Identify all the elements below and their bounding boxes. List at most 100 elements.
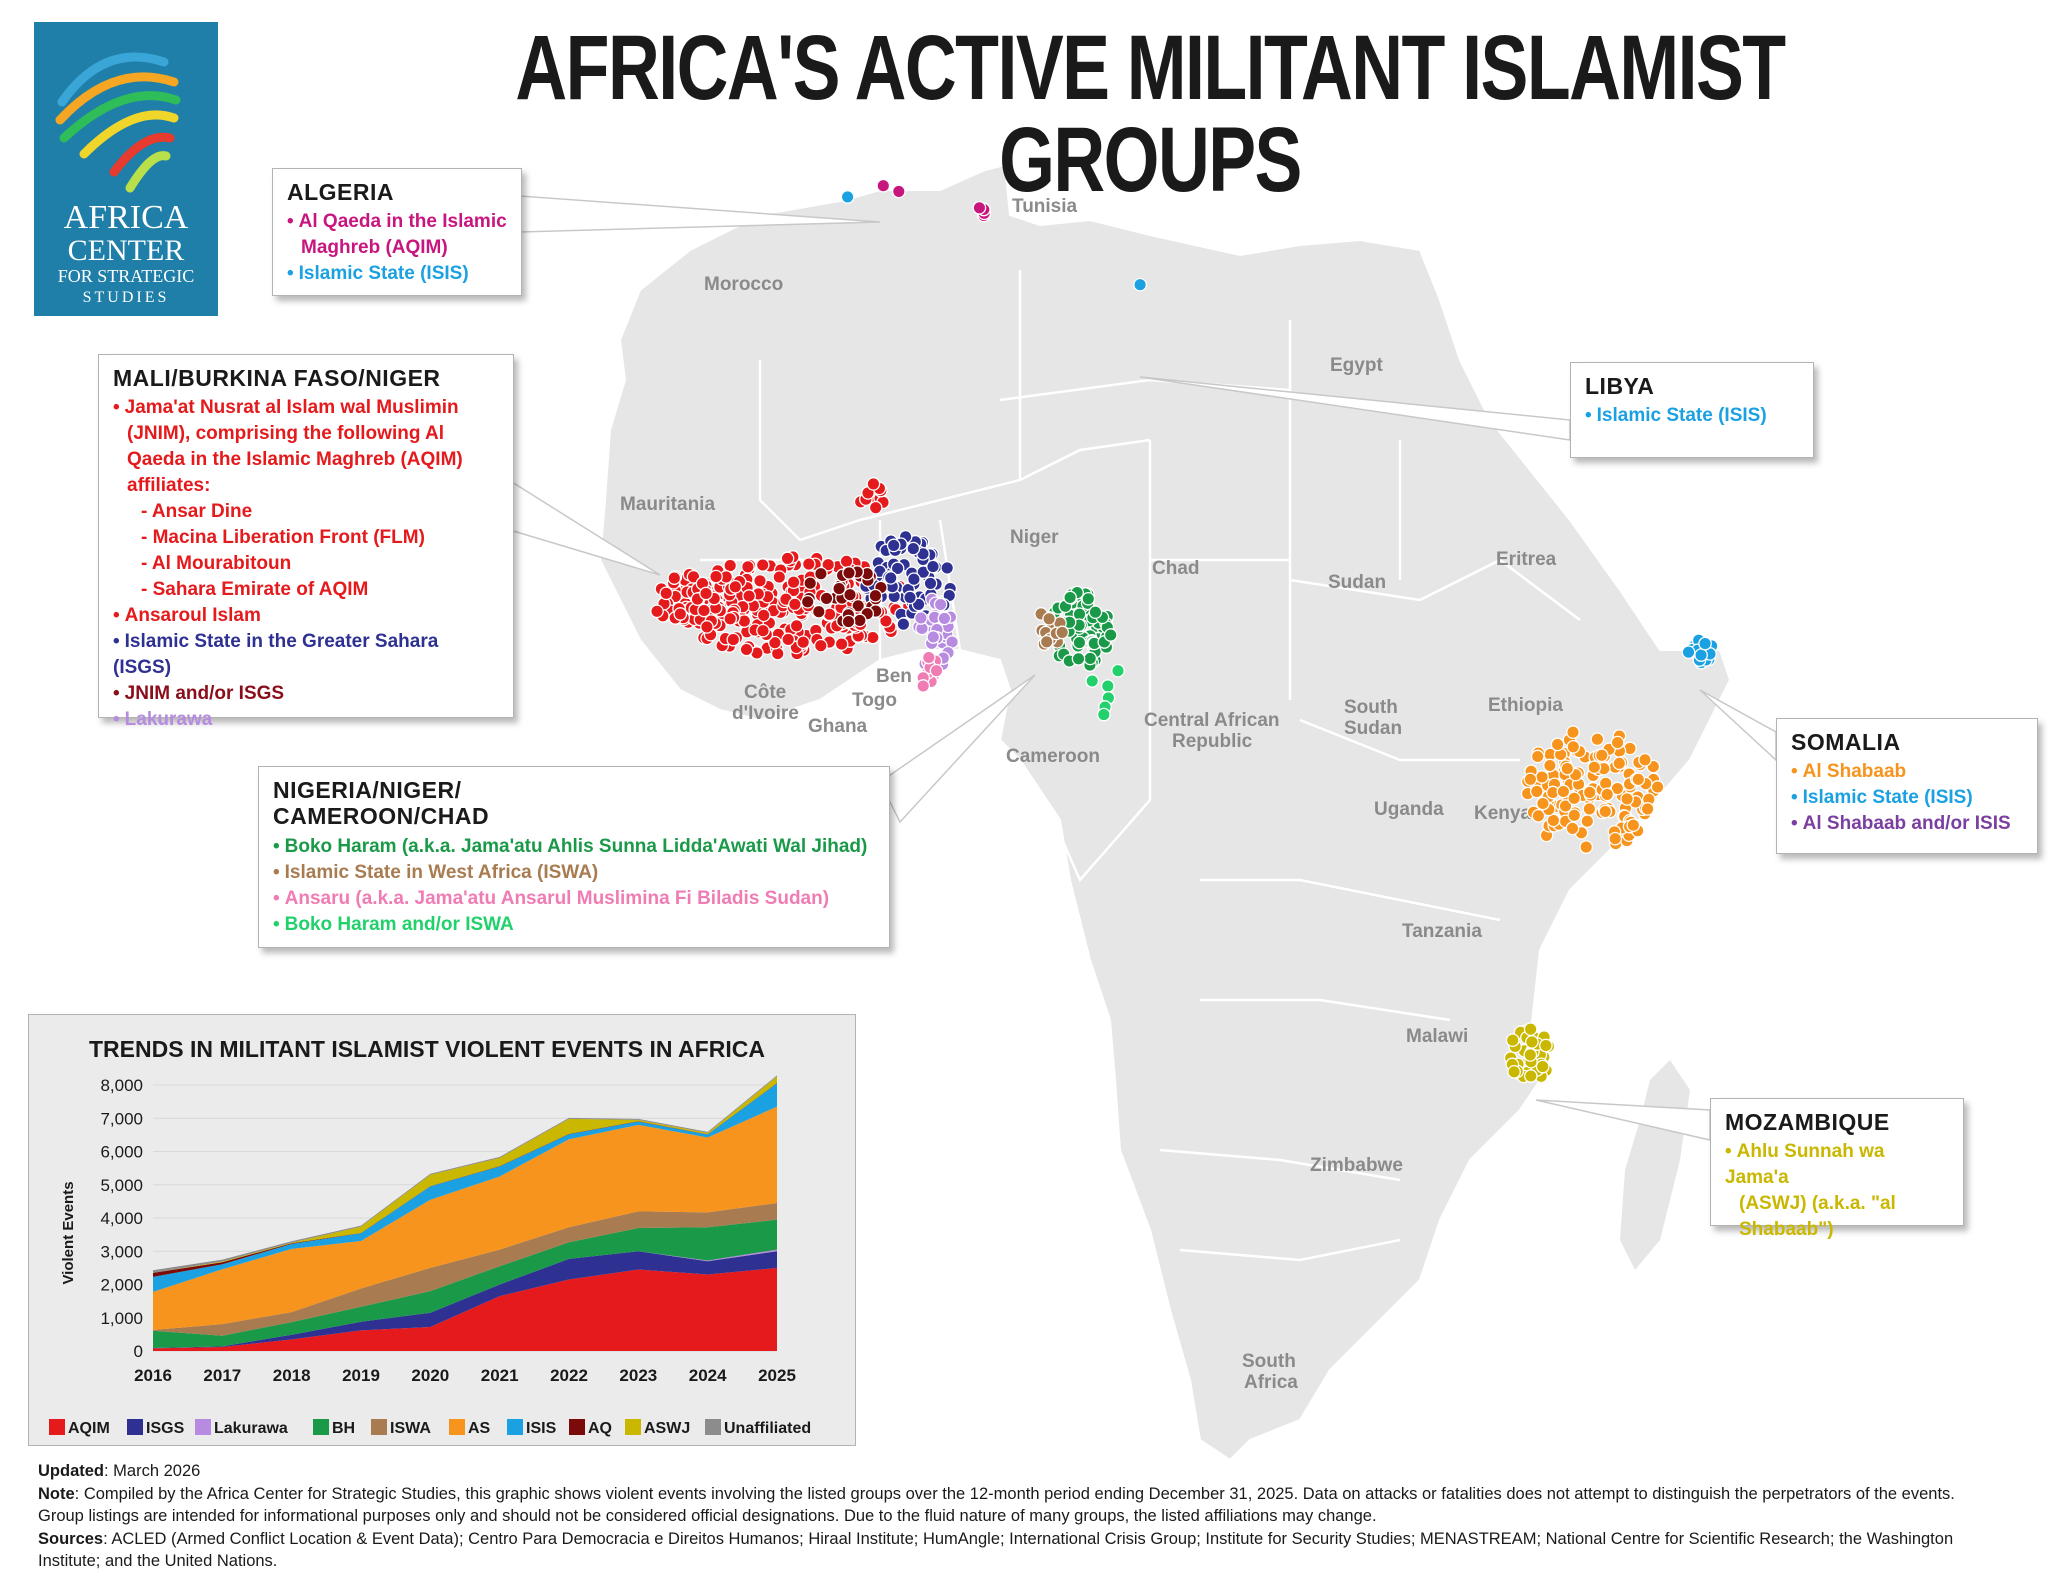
event-dot-aqim bbox=[866, 477, 881, 491]
event-dot-as bbox=[1600, 787, 1615, 802]
logo-text-1: AFRICA bbox=[64, 199, 189, 236]
event-dot-aqim bbox=[699, 586, 713, 601]
label-mauritania: Mauritania bbox=[620, 494, 715, 515]
chart-title: TRENDS IN MILITANT ISLAMIST VIOLENT EVEN… bbox=[89, 1036, 765, 1062]
event-dot-aqim bbox=[755, 558, 770, 572]
chart-x-tick-label: 2021 bbox=[481, 1366, 519, 1385]
chart-x-tick-label: 2023 bbox=[619, 1366, 657, 1385]
event-dot-as bbox=[1543, 758, 1557, 773]
event-dot-as bbox=[1529, 784, 1544, 799]
event-dot-aqim bbox=[772, 570, 787, 584]
event-dot-aq bbox=[843, 587, 857, 602]
callout-nigeria: NIGERIA/NIGER/CAMEROON/CHAD Boko Haram (… bbox=[258, 766, 890, 948]
chart-areas bbox=[153, 1075, 777, 1351]
event-dot-aqim bbox=[741, 559, 755, 574]
event-dot-as bbox=[1608, 831, 1623, 846]
chart-x-tick-label: 2022 bbox=[550, 1366, 588, 1385]
footer-sources-2: Institute; and the United Nations. bbox=[38, 1552, 278, 1570]
page-title: AFRICA'S ACTIVE MILITANT ISLAMIST GROUPS bbox=[515, 17, 1786, 211]
algeria-item-isis: Islamic State (ISIS) bbox=[287, 261, 507, 287]
trends-chart-svg: TRENDS IN MILITANT ISLAMIST VIOLENT EVEN… bbox=[49, 1036, 811, 1437]
label-cote: Côte bbox=[744, 682, 786, 703]
event-dot-isgs bbox=[896, 617, 911, 632]
mozambique-item-aswj-3: Shabaab") bbox=[1739, 1219, 1834, 1241]
event-dot-aswj bbox=[1535, 1059, 1550, 1074]
footer-sources: Sources: ACLED (Armed Conflict Location … bbox=[38, 1528, 2038, 1551]
legend-swatch-aq bbox=[569, 1419, 585, 1435]
event-dot-aqim bbox=[753, 573, 767, 588]
chart-legend: AQIM ISGS Lakurawa BH ISWA AS ISIS AQ ASWJ Unaffi… bbox=[49, 1419, 811, 1437]
event-dot-aqim bbox=[667, 571, 682, 585]
event-dot-as bbox=[1531, 808, 1546, 823]
chart-x-tick-label: 2017 bbox=[203, 1366, 241, 1385]
label-benin: Ben bbox=[876, 666, 912, 687]
algeria-item-aqim: Al Qaeda in the Islamic bbox=[287, 209, 507, 235]
mali-item-jnim-2: (JNIM), comprising the following Al bbox=[127, 423, 445, 445]
event-dot-as bbox=[1530, 749, 1545, 764]
event-dot-iswa bbox=[1039, 634, 1054, 649]
label-tunisia: Tunisia bbox=[1012, 196, 1078, 217]
chart-x-tick-label: 2024 bbox=[689, 1366, 727, 1385]
chart-y-tick-label: 2,000 bbox=[100, 1276, 143, 1295]
area-series-as bbox=[153, 1106, 777, 1331]
event-dot-isgs bbox=[907, 572, 921, 587]
footer: Updated: March 2026 Note: Compiled by th… bbox=[38, 1460, 2038, 1573]
chart-x-tick-label: 2025 bbox=[758, 1366, 796, 1385]
nigeria-item-ansaru: Ansaru (a.k.a. Jama'atu Ansarul Muslimin… bbox=[273, 886, 875, 912]
event-dot-aqim bbox=[780, 551, 795, 566]
event-dot-bh bbox=[1072, 635, 1087, 650]
event-dot-isgs bbox=[926, 559, 940, 574]
event-dot-aswj bbox=[1523, 1048, 1538, 1062]
label-togo: Togo bbox=[852, 690, 897, 711]
legend-label-aqim: AQIM bbox=[68, 1420, 110, 1437]
chart-y-tick-label: 1,000 bbox=[100, 1309, 143, 1328]
chart-x-tick-label: 2019 bbox=[342, 1366, 380, 1385]
area-series-bh bbox=[153, 1219, 777, 1349]
event-dot-aq bbox=[803, 576, 818, 591]
event-dot-aqim bbox=[879, 614, 893, 628]
event-dot-aqim bbox=[789, 618, 804, 633]
chart-y-tick-label: 5,000 bbox=[100, 1176, 143, 1195]
somalia-item-as: Al Shabaab bbox=[1791, 759, 2023, 785]
footer-sources-text: : ACLED (Armed Conflict Location & Event… bbox=[103, 1529, 1954, 1548]
label-tanzania: Tanzania bbox=[1402, 921, 1482, 942]
event-dot-isgs bbox=[923, 576, 938, 591]
mali-item-sahara-emirate: - Sahara Emirate of AQIM bbox=[141, 579, 369, 601]
event-dot-as bbox=[1626, 818, 1641, 833]
area-series-aswj bbox=[153, 1076, 777, 1273]
logo-text-2: CENTER bbox=[68, 234, 185, 267]
label-ethiopia: Ethiopia bbox=[1488, 695, 1563, 716]
event-dot-as bbox=[1612, 756, 1627, 771]
mali-item-ansaroul: Ansaroul Islam bbox=[113, 603, 499, 629]
legend-label-lakurawa: Lakurawa bbox=[214, 1420, 288, 1437]
event-dot-aqim bbox=[673, 607, 688, 621]
event-dot-as bbox=[1567, 808, 1582, 823]
mali-item-jnim-isgs: JNIM and/or ISGS bbox=[113, 681, 499, 707]
event-dot-aqim bbox=[786, 575, 801, 590]
logo-text-4: STUDIES bbox=[83, 289, 170, 306]
chart-y-tick-label: 8,000 bbox=[100, 1076, 143, 1095]
event-dot-bh bbox=[1071, 651, 1086, 666]
callout-mali: MALI/BURKINA FASO/NIGER Jama'at Nusrat a… bbox=[98, 354, 514, 730]
event-dot-aqim bbox=[723, 558, 738, 573]
event-dot-isis bbox=[1698, 636, 1712, 651]
event-dot-aqim bbox=[700, 620, 714, 634]
legend-label-aswj: ASWJ bbox=[644, 1420, 690, 1437]
label-south-africa-2: Africa bbox=[1244, 1372, 1298, 1393]
mali-item-jnim-3: Qaeda in the Islamic Maghreb (AQIM) bbox=[127, 449, 463, 471]
madagascar-landmass bbox=[1620, 1060, 1690, 1270]
event-dot-as bbox=[1587, 760, 1602, 775]
event-dot-bh bbox=[1088, 605, 1103, 620]
chart-x-tick-label: 2018 bbox=[273, 1366, 311, 1385]
event-dot-aqim bbox=[723, 611, 738, 626]
label-south-sudan: South bbox=[1344, 697, 1398, 718]
nigeria-item-bh: Boko Haram (a.k.a. Jama'atu Ahlis Sunna … bbox=[273, 834, 875, 860]
logo-text-3: FOR STRATEGIC bbox=[58, 266, 195, 286]
mali-item-jnim: Jama'at Nusrat al Islam wal Muslimin bbox=[113, 395, 499, 421]
event-dot-aqim bbox=[839, 554, 854, 569]
event-dot-aswj bbox=[1523, 1069, 1538, 1083]
nigeria-item-bh-iswa: Boko Haram and/or ISWA bbox=[273, 912, 875, 938]
event-dot-isgs bbox=[886, 538, 901, 553]
event-dot-aqim bbox=[739, 642, 754, 657]
